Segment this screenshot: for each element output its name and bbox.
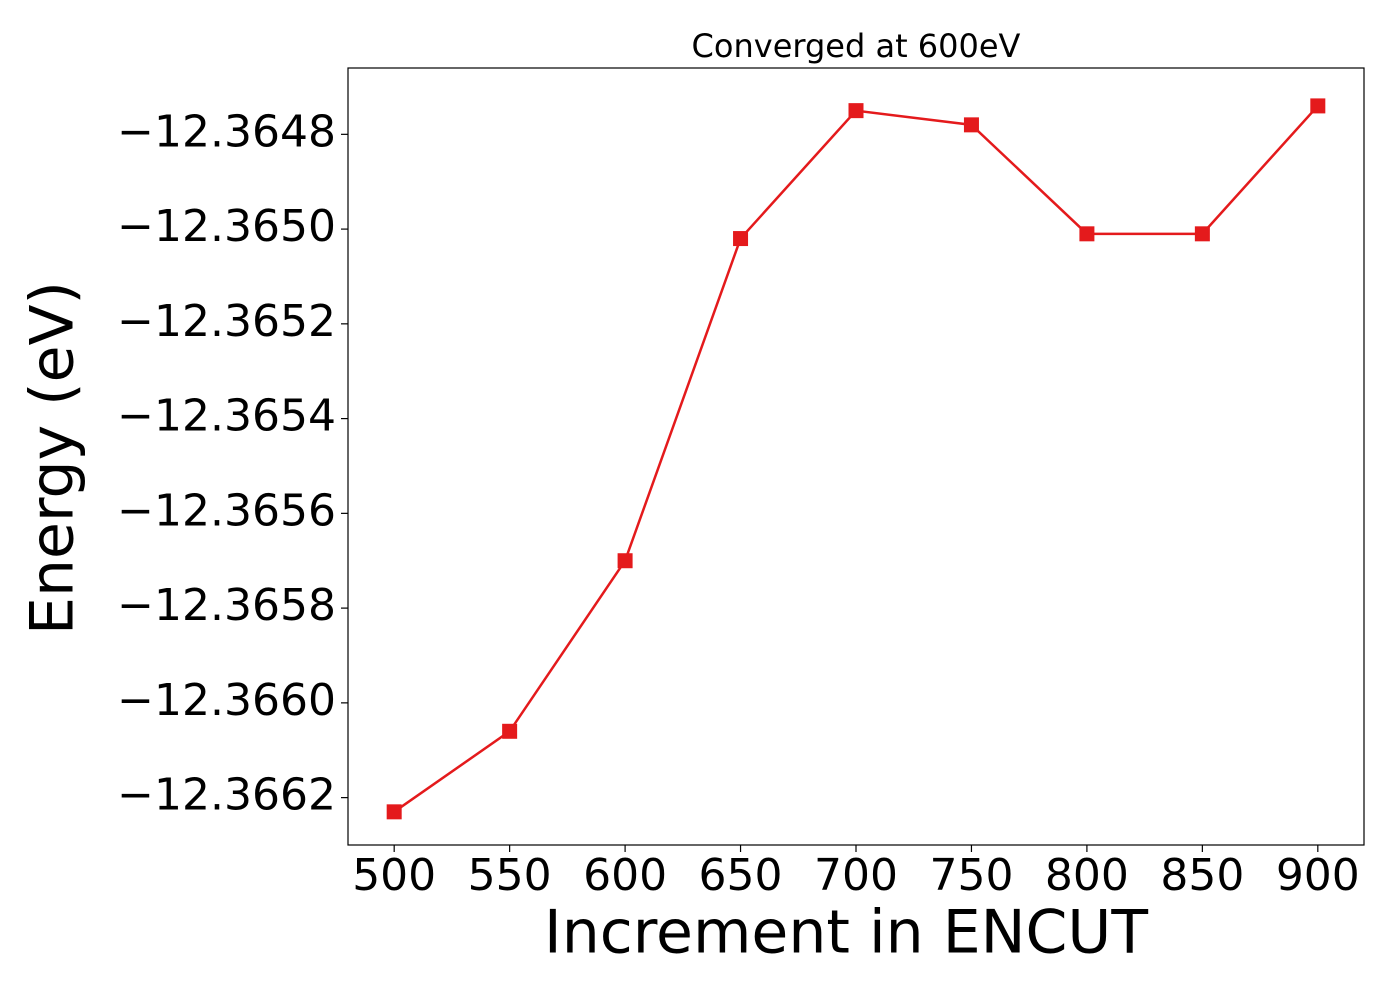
- y-tick-label: −12.3652: [117, 296, 336, 347]
- y-tick-label: −12.3656: [117, 485, 336, 536]
- chart-title: Converged at 600eV: [692, 27, 1021, 65]
- x-tick-label: 750: [929, 850, 1013, 901]
- y-axis-label: Energy (eV): [18, 281, 88, 635]
- x-tick-label: 800: [1045, 850, 1129, 901]
- x-axis-label: Increment in ENCUT: [544, 898, 1148, 968]
- marker: [963, 117, 979, 133]
- y-tick-label: −12.3648: [117, 106, 336, 157]
- y-tick-label: −12.3654: [117, 391, 336, 442]
- marker: [386, 804, 402, 820]
- x-tick-label: 500: [352, 850, 436, 901]
- y-tick-label: −12.3662: [117, 770, 336, 821]
- y-tick-label: −12.3660: [117, 675, 336, 726]
- marker: [848, 103, 864, 119]
- y-tick-label: −12.3650: [117, 201, 336, 252]
- marker: [617, 553, 633, 569]
- marker: [502, 723, 518, 739]
- marker: [1310, 98, 1326, 114]
- marker: [1194, 226, 1210, 242]
- x-tick-label: 850: [1160, 850, 1244, 901]
- x-tick-label: 700: [814, 850, 898, 901]
- x-tick-label: 900: [1276, 850, 1360, 901]
- marker: [1079, 226, 1095, 242]
- line: [393, 105, 1319, 813]
- x-tick-label: 650: [699, 850, 783, 901]
- x-tick-label: 550: [468, 850, 552, 901]
- marker: [733, 231, 749, 247]
- plot-frame: [347, 67, 1365, 846]
- y-tick-label: −12.3658: [117, 580, 336, 631]
- x-tick-label: 600: [583, 850, 667, 901]
